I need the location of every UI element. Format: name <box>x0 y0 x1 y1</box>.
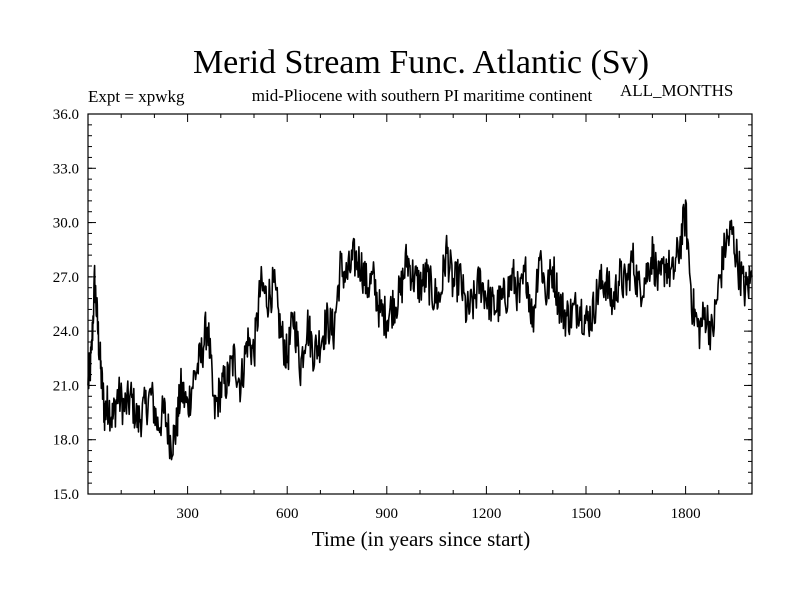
x-tick-label: 1800 <box>671 506 701 522</box>
y-tick-label: 27.0 <box>53 270 79 286</box>
chart-title: Merid Stream Func. Atlantic (Sv) <box>193 44 649 81</box>
series-layer <box>87 199 753 461</box>
subtitle-experiment: Expt = xpwkg <box>88 87 185 106</box>
y-tick-label: 33.0 <box>53 161 79 177</box>
y-tick-label: 15.0 <box>53 487 79 503</box>
x-tick-label: 300 <box>176 506 199 522</box>
axis-ticks: 300 600 900 1200 1500 1800 15.0 18.0 21.0 24.0 27.… <box>53 107 752 522</box>
x-tick-label: 1200 <box>471 506 501 522</box>
y-tick-label: 18.0 <box>53 433 79 449</box>
x-tick-label: 900 <box>376 506 399 522</box>
series-line-AMOC <box>87 199 753 461</box>
x-tick-label: 600 <box>276 506 299 522</box>
subtitle-months: ALL_MONTHS <box>620 81 733 100</box>
y-tick-label: 36.0 <box>53 107 79 123</box>
y-tick-label: 30.0 <box>53 216 79 232</box>
x-axis-label: Time (in years since start) <box>312 527 531 551</box>
y-tick-label: 24.0 <box>53 324 79 340</box>
plot-frame <box>87 113 753 495</box>
subtitle-description: mid-Pliocene with southern PI maritime c… <box>252 86 593 105</box>
y-tick-label: 21.0 <box>53 378 79 394</box>
x-tick-label: 1500 <box>571 506 601 522</box>
